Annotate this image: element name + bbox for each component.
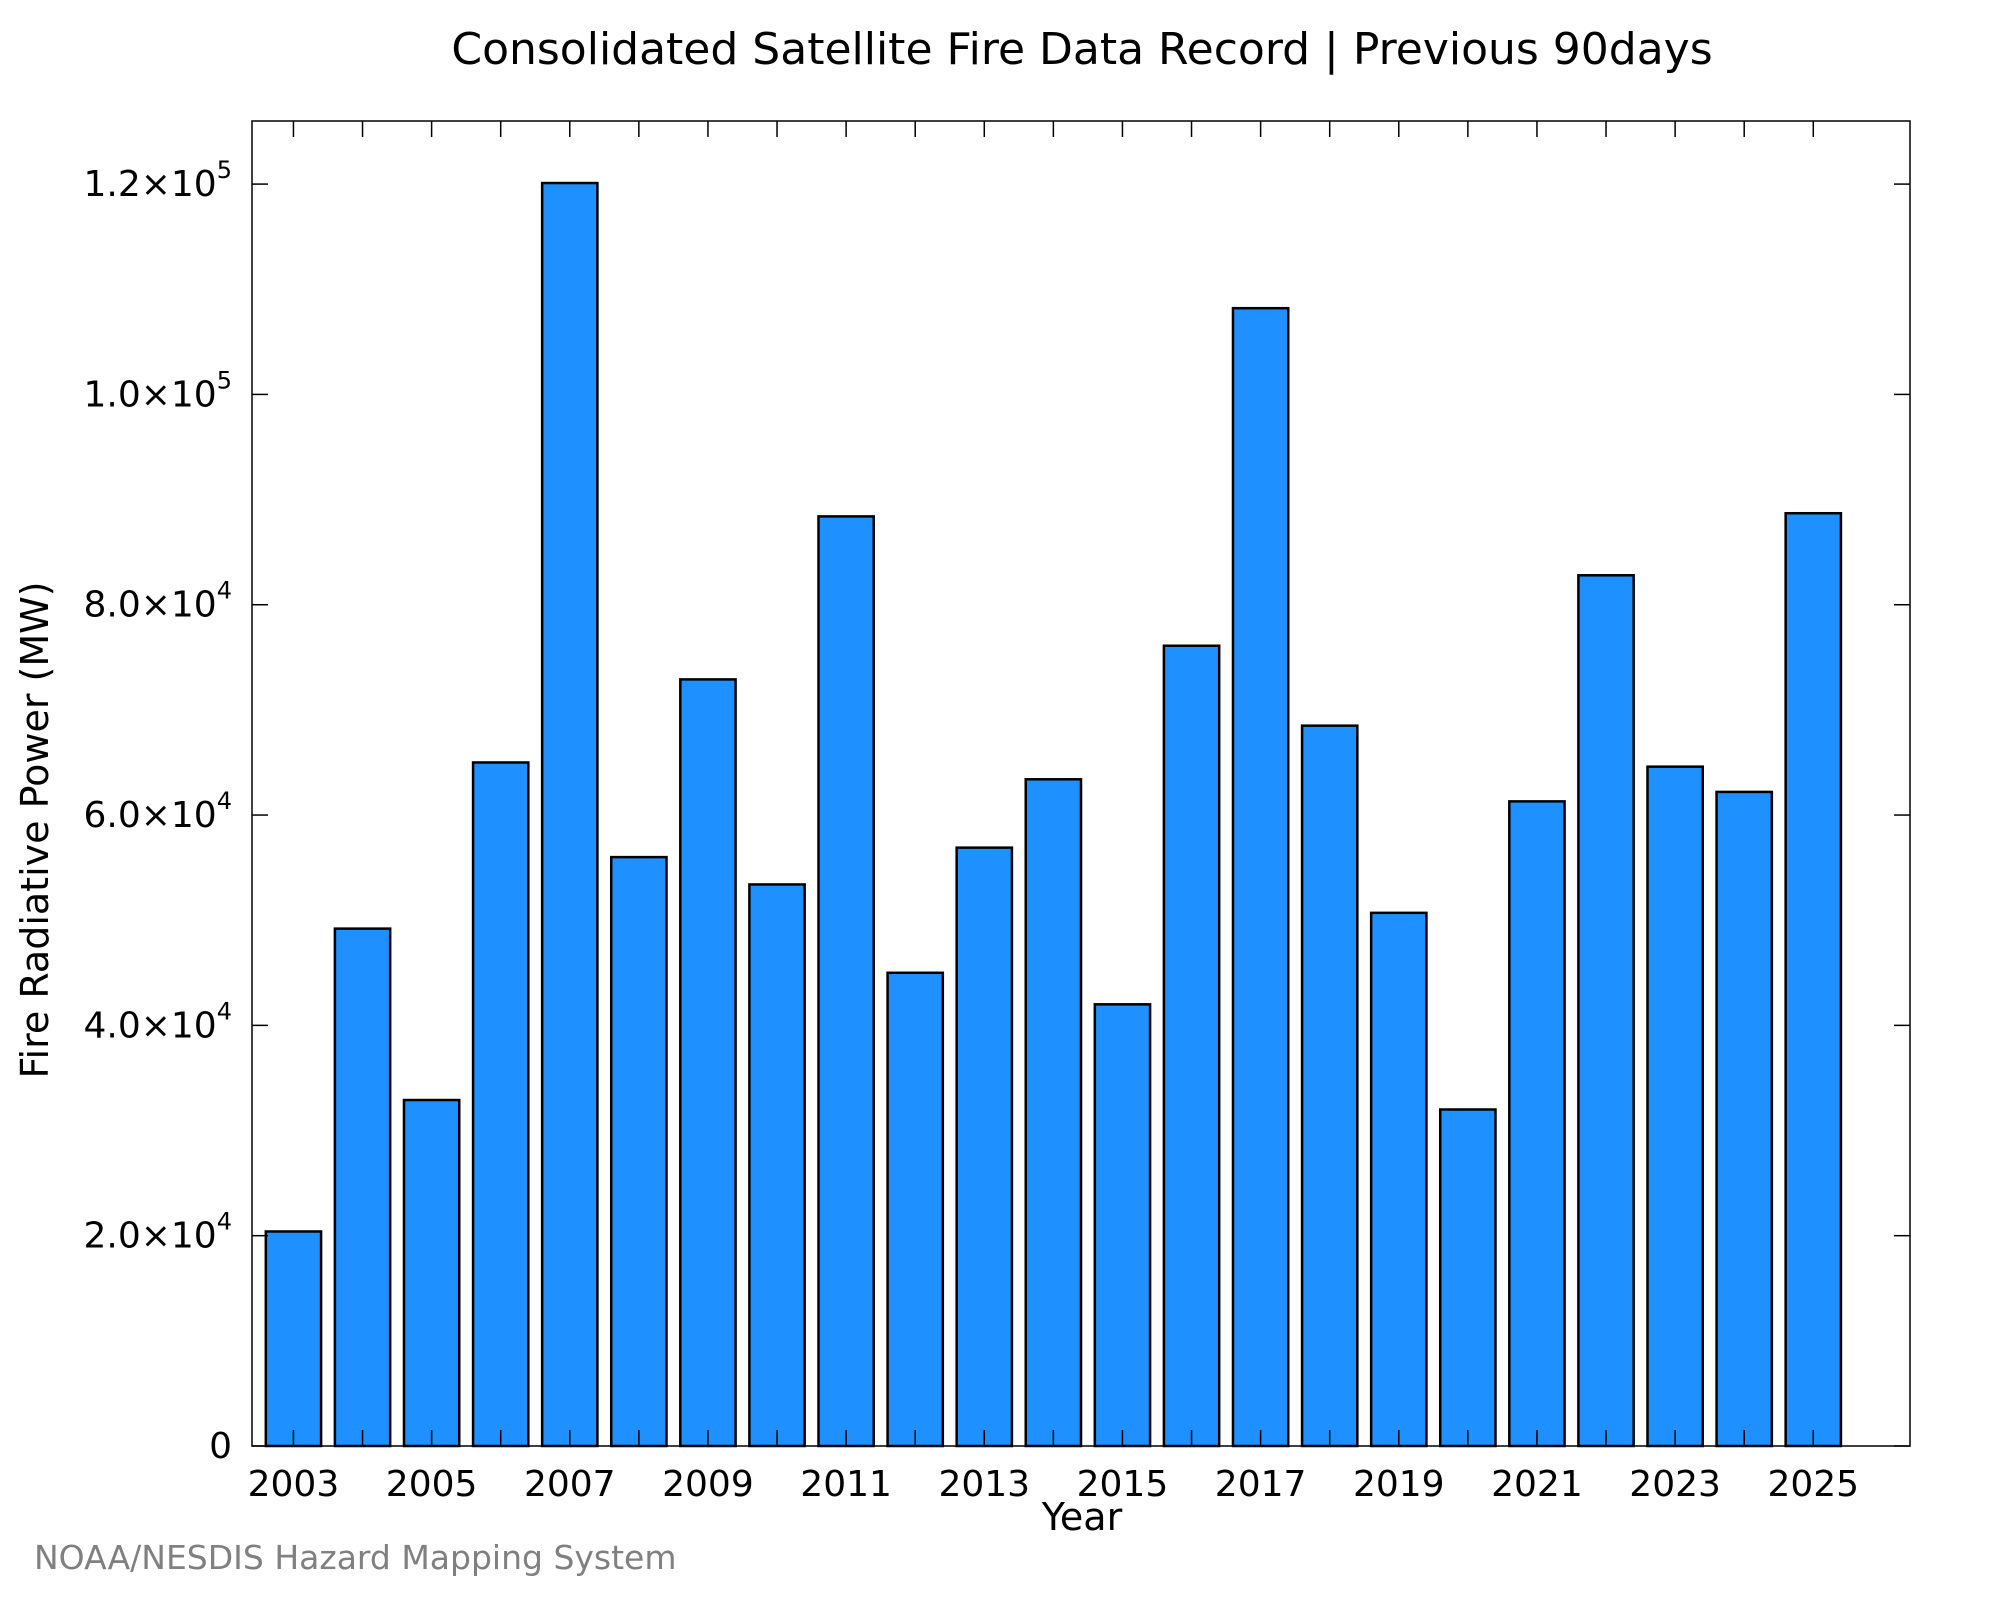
bar-2005 (402, 1098, 461, 1448)
bars-group (264, 181, 1843, 1448)
y-tick-labels: 0 2.0×104 4.0×104 6.0×104 8.0×104 1.0×105 1.2×… (83, 156, 232, 1467)
bar-2019 (1369, 911, 1428, 1448)
y-axis-label: Fire Radiative Power (MW) (13, 581, 57, 1078)
x-tick-label-2023: 2023 (1629, 1464, 1721, 1505)
bar-2016 (1162, 644, 1221, 1448)
bar-2012 (886, 971, 945, 1448)
x-tick-label-2007: 2007 (524, 1464, 616, 1505)
y-tick-label-60000: 6.0×104 (83, 787, 232, 836)
x-tick-label-2019: 2019 (1353, 1464, 1445, 1505)
x-tick-label-2013: 2013 (938, 1464, 1030, 1505)
x-tick-label-2021: 2021 (1491, 1464, 1583, 1505)
x-tick-label-2011: 2011 (800, 1464, 892, 1505)
bar-2021 (1508, 800, 1566, 1448)
plot-frame (251, 120, 1911, 1447)
y-tick-label-40000: 4.0×104 (83, 997, 232, 1046)
x-tick-label-2017: 2017 (1215, 1464, 1307, 1505)
x-tick-label-2009: 2009 (662, 1464, 754, 1505)
bar-2009 (679, 678, 737, 1448)
bar-2015 (1093, 1003, 1152, 1448)
bar-2014 (1024, 778, 1083, 1448)
y-tick-label-80000: 8.0×104 (83, 577, 232, 626)
bar-2010 (748, 883, 806, 1448)
bar-2011 (817, 515, 876, 1448)
x-tick-label-2003: 2003 (248, 1464, 340, 1505)
bar-2017 (1231, 306, 1290, 1448)
bar-2006 (471, 761, 530, 1448)
y-tick-label-120000: 1.2×105 (83, 156, 232, 205)
x-axis-label: Year (1041, 1495, 1123, 1539)
bar-2020 (1438, 1108, 1497, 1448)
bar-2007 (540, 181, 599, 1448)
y-tick-label-100000: 1.0×105 (83, 366, 232, 415)
bar-2022 (1577, 574, 1635, 1448)
chart-title: Consolidated Satellite Fire Data Record … (451, 24, 1712, 75)
y-tick-label-0: 0 (209, 1426, 232, 1467)
bar-2024 (1715, 790, 1774, 1448)
bar-2008 (609, 855, 668, 1448)
y-tick-label-20000: 2.0×104 (83, 1208, 232, 1257)
x-tick-label-2005: 2005 (386, 1464, 478, 1505)
bar-2025 (1784, 511, 1843, 1448)
x-tick-labels: 2003 2005 2007 2009 2011 2013 2015 2017 2019 2021… (248, 1464, 1859, 1505)
bar-2003 (264, 1230, 323, 1448)
credit-text: NOAA/NESDIS Hazard Mapping System (34, 1538, 677, 1577)
x-tick-label-2015: 2015 (1077, 1464, 1169, 1505)
bar-2018 (1300, 724, 1359, 1448)
bar-2004 (333, 927, 392, 1448)
bar-2023 (1646, 765, 1704, 1448)
x-tick-label-2025: 2025 (1767, 1464, 1859, 1505)
bar-2013 (955, 846, 1014, 1448)
